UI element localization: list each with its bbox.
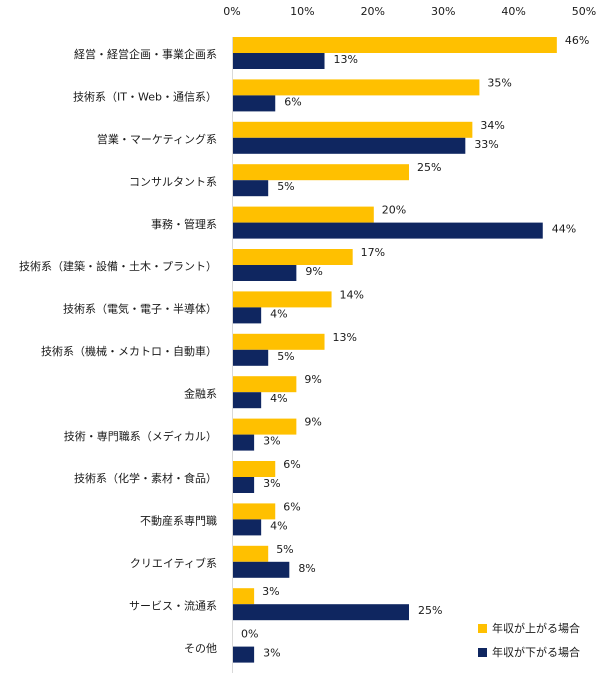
bar-down — [233, 265, 297, 281]
legend-swatch-down — [478, 648, 487, 657]
x-tick-label: 20% — [361, 5, 385, 18]
data-label-up: 35% — [487, 76, 511, 89]
bar-down — [233, 646, 255, 663]
bar-up — [233, 503, 276, 520]
data-label-down: 4% — [270, 519, 287, 532]
data-label-down: 4% — [270, 307, 287, 320]
data-label-down: 3% — [263, 647, 280, 660]
category-label: 営業・マーケティング系 — [97, 132, 217, 146]
x-tick-label: 10% — [290, 5, 314, 18]
data-label-down: 9% — [305, 265, 322, 278]
data-label-up: 14% — [340, 288, 364, 301]
bar-up — [233, 333, 325, 350]
data-label-down: 5% — [277, 180, 294, 193]
data-label-up: 17% — [361, 246, 385, 259]
bar-down — [233, 434, 255, 451]
bar-down — [233, 180, 269, 197]
x-tick-label: 50% — [572, 5, 596, 18]
category-label: コンサルタント系 — [129, 175, 217, 188]
category-label: 技術系（IT・Web・通信系） — [73, 91, 217, 104]
data-label-up: 5% — [276, 543, 293, 556]
bar-up — [233, 291, 332, 308]
data-label-up: 34% — [480, 119, 504, 132]
category-label: 技術系（機械・メカトロ・自動車） — [41, 344, 217, 358]
x-tick-label: 0% — [223, 5, 240, 18]
category-label: その他 — [184, 642, 217, 655]
legend-label-up: 年収が上がる場合 — [492, 621, 580, 635]
category-label: 金融系 — [184, 386, 217, 400]
data-label-down: 8% — [298, 562, 315, 575]
data-label-up: 6% — [283, 458, 300, 471]
bar-down — [233, 349, 269, 366]
category-label: サービス・流通系 — [129, 598, 217, 612]
bar-up — [233, 37, 557, 53]
category-label: 経営・経営企画・事業企画系 — [74, 47, 217, 61]
bar-up — [233, 545, 269, 562]
legend-swatch-up — [478, 624, 487, 633]
data-label-down: 44% — [552, 223, 576, 236]
category-label: 技術・専門職系（メディカル） — [64, 429, 217, 443]
data-label-down: 13% — [334, 53, 358, 66]
category-label: 事務・管理系 — [151, 217, 217, 231]
data-label-down: 3% — [263, 477, 280, 490]
bars — [233, 37, 557, 663]
bar-down — [233, 137, 466, 154]
data-label-up: 9% — [304, 373, 321, 386]
bar-up — [233, 79, 480, 96]
bar-down — [233, 604, 409, 621]
data-label-down: 25% — [418, 604, 442, 617]
bar-up — [233, 164, 409, 181]
category-label: クリエイティブ系 — [130, 556, 217, 570]
category-label: 不動産系専門職 — [140, 514, 217, 528]
bar-down — [233, 53, 325, 69]
data-label-up: 13% — [333, 331, 357, 344]
bar-down — [233, 222, 543, 239]
data-label-down: 4% — [270, 392, 287, 405]
category-label: 技術系（化学・素材・食品） — [74, 471, 217, 485]
data-label-up: 46% — [565, 34, 589, 47]
data-label-down: 33% — [474, 138, 498, 151]
x-axis: 0% 10% 20% 30% 40% 50% — [223, 5, 596, 673]
bar-down — [233, 477, 255, 493]
data-label-up: 9% — [304, 416, 321, 429]
data-label-up: 6% — [283, 500, 300, 513]
data-label-down: 3% — [263, 435, 280, 448]
x-tick-label: 30% — [431, 5, 455, 18]
data-label-up: 25% — [417, 161, 441, 174]
data-label-up: 20% — [382, 204, 406, 217]
category-label: 技術系（建築・設備・土木・プラント） — [19, 259, 217, 273]
bar-up — [233, 461, 276, 477]
bar-up — [233, 206, 374, 223]
data-labels: 46% 13% 35% 6% 34% 33% 25% 5% 20% 44% 17% 9% 14% 4% 13… — [241, 34, 589, 660]
legend-label-down: 年収が下がる場合 — [492, 645, 580, 659]
data-label-down: 5% — [277, 350, 294, 363]
bar-up — [233, 249, 353, 265]
data-label-down: 6% — [284, 95, 301, 108]
category-label: 技術系（電気・電子・半導体） — [63, 302, 217, 316]
bar-down — [233, 307, 262, 324]
bar-up — [233, 376, 297, 393]
bar-down — [233, 95, 276, 112]
x-tick-label: 40% — [501, 5, 525, 18]
bar-up — [233, 588, 255, 605]
data-label-up: 0% — [241, 628, 258, 641]
bar-down — [233, 392, 262, 409]
bar-up — [233, 121, 473, 138]
bar-down — [233, 519, 262, 536]
bar-down — [233, 561, 290, 578]
bar-up — [233, 418, 297, 435]
data-label-up: 3% — [262, 585, 279, 598]
